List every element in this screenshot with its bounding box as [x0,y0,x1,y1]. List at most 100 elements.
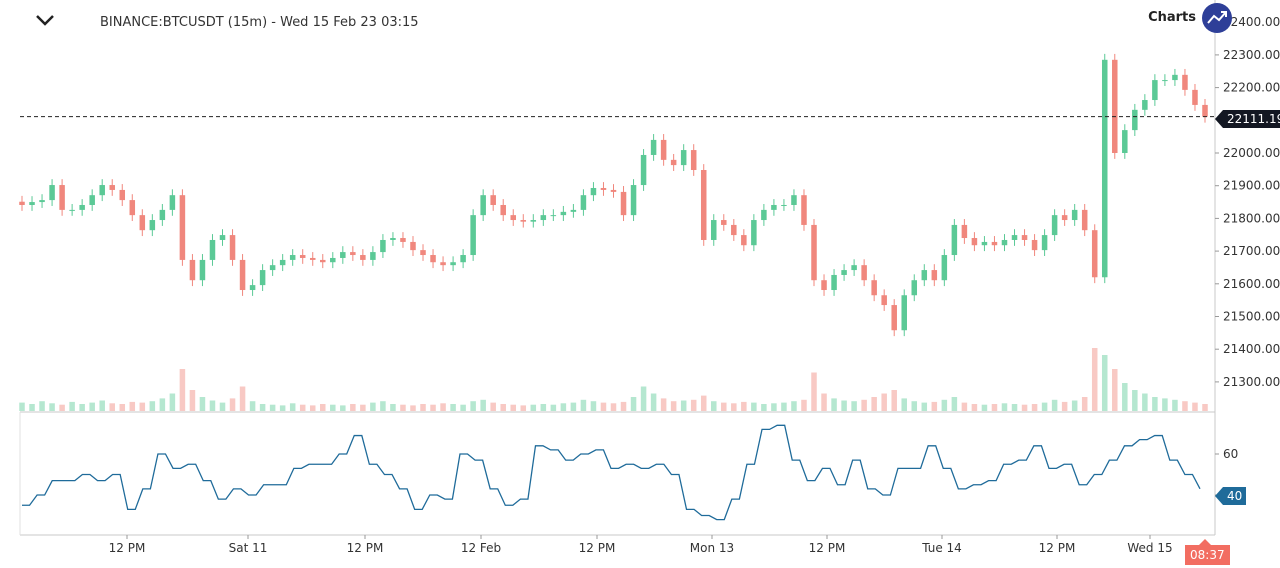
candle-body [360,255,366,260]
trend-up-icon[interactable] [1202,3,1232,33]
volume-bar [731,403,737,411]
volume-bar [229,398,236,411]
volume-bar [39,401,45,411]
volume-bar [771,403,777,411]
volume-bar [239,386,246,411]
candle-body [510,215,517,221]
candle-body [219,235,226,240]
volume-bar [99,400,105,411]
volume-bar [590,401,597,411]
candle-body [450,262,456,266]
volume-bar [560,403,567,411]
candle-body [861,265,867,281]
volume-bar [370,402,376,411]
rsi-line [22,424,1201,521]
candle-body [380,239,386,253]
candle-body [610,189,617,192]
candle-body [179,195,186,260]
candle-body [821,280,827,291]
volume-bar [1101,355,1108,411]
candle-body [1202,104,1208,117]
volume-bar [119,404,126,411]
price-tick-label: 21300.00 [1223,375,1280,389]
candle-body [801,195,807,225]
candle-body [320,259,326,263]
volume-bar [1112,369,1118,411]
candle-body [259,270,266,286]
candle-body [269,265,276,271]
volume-bar [801,399,807,411]
volume-bar [330,404,336,411]
candle-body [881,295,887,306]
candle-body [590,187,597,196]
volume-bar [781,402,787,411]
volume-bar [570,402,577,411]
candle-body [1091,230,1098,278]
volume-bar [530,404,537,411]
candle-body [330,257,336,263]
candle-body [19,201,25,205]
candle-body [1071,209,1078,221]
candle-body [1101,59,1108,278]
candle-body [410,241,416,251]
price-tick-label: 22200.00 [1223,81,1280,95]
candle-body [710,220,717,240]
candle-body [139,215,146,231]
volume-bar [761,404,767,411]
volume-bar [209,400,216,411]
candle-body [1021,235,1028,240]
candle-body [299,255,306,258]
candle-body [1172,74,1178,81]
candle-body [951,224,958,256]
candle-body [1112,59,1118,153]
candle-body [169,195,176,210]
volume-bar [540,404,547,411]
price-tick-label: 21500.00 [1223,310,1280,324]
candle-body [99,185,105,196]
candle-body [49,185,55,201]
volume-bar [199,397,206,411]
candle-body [119,189,126,201]
candle-body [249,285,256,291]
volume-bar [520,405,527,411]
volume-bar [851,401,857,411]
candle-body [791,195,797,205]
candle-body [1031,239,1038,251]
volume-bar [1061,401,1068,411]
candle-body [1162,80,1168,82]
rsi-value-badge: 40 [1214,487,1247,505]
volume-bar [460,404,466,411]
volume-bar [901,398,907,411]
price-tick-label: 21400.00 [1223,342,1280,356]
logo-text[interactable]: Charts [1146,10,1198,25]
volume-bar [79,404,85,411]
rsi-tick-label: 60 [1223,447,1238,461]
volume-bar [29,404,35,411]
candle-body [1182,74,1188,90]
time-tick-label: Tue 14 [921,541,962,555]
candle-body [29,202,35,205]
candle-body [289,255,296,260]
candle-body [279,259,286,266]
candle-body [620,191,627,216]
time-tick-label: 12 PM [579,541,616,555]
volume-bar [600,402,607,411]
volume-bar [510,404,517,411]
chart-title: BINANCE:BTCUSDT (15m) - Wed 15 Feb 23 03… [100,15,419,30]
chevron-down-icon[interactable] [34,12,56,28]
candle-body [149,220,156,231]
volume-bar [710,401,717,411]
candle-body [159,209,166,221]
candle-body [660,139,667,160]
candle-body [59,185,65,210]
candle-body [350,252,356,256]
candle-body [199,259,206,281]
volume-bar [971,404,978,411]
candle-body [530,220,537,222]
candle-body [480,195,486,216]
volume-bar [1202,404,1208,411]
volume-bar [440,403,446,411]
candle-body [771,204,777,210]
volume-bar [580,399,587,411]
